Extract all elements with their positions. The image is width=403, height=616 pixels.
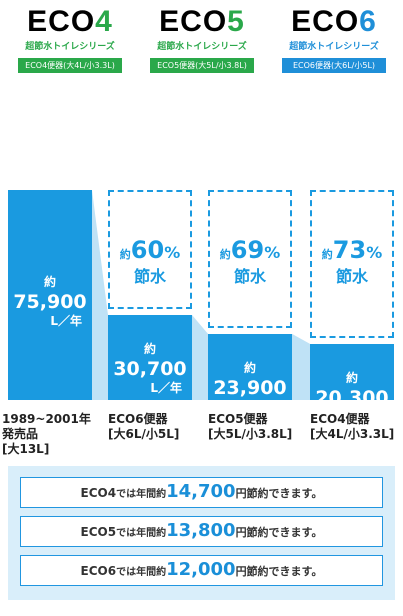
value-prefix: 約: [345, 370, 358, 385]
category-name: ECO6便器: [108, 412, 168, 426]
model: ECO4: [80, 486, 117, 500]
bar-label: 約30,700 L／年: [108, 337, 192, 396]
suffix: 円節約できます。: [235, 526, 323, 539]
bar: [208, 333, 292, 400]
prefix: 約: [156, 567, 167, 578]
logo: ECO4 超節水トイレシリーズ ECO4便器(大4L/小3.3L): [6, 6, 134, 73]
saving-row: ECO5では年間約13,800円節約できます。: [20, 516, 383, 547]
logo-number: 6: [359, 5, 377, 38]
value-prefix: 約: [143, 342, 156, 357]
saving-value: 73: [332, 236, 367, 264]
logo-number: 5: [227, 5, 245, 38]
saving-unit: %: [264, 243, 281, 262]
value-label: 20,300: [315, 386, 389, 409]
saving-text: 節水: [335, 267, 368, 286]
saving-text: 節水: [233, 267, 266, 286]
saving-line: 約69%: [210, 237, 290, 268]
value-line: 約23,900: [208, 356, 292, 398]
middle: では年間: [116, 528, 157, 539]
category-note: [大13L]: [2, 442, 50, 456]
value-label: 75,900: [13, 291, 87, 313]
value-label: 23,900: [213, 376, 287, 399]
value-unit: L／年: [352, 409, 384, 424]
bar: [8, 190, 92, 400]
category: ECO4便器 [大4L/小3.3L]: [310, 412, 403, 442]
category-note: [大5L/小3.8L]: [208, 427, 293, 441]
logo: ECO6 超節水トイレシリーズ ECO6便器(大6L/小5L): [270, 6, 398, 73]
logo-title: ECO6: [270, 6, 398, 38]
logo-badge: ECO4便器(大4L/小3.3L): [18, 58, 122, 73]
prefix: 約: [156, 489, 167, 500]
bar-label: 約20,300 L／年: [310, 366, 394, 425]
saving-prefix: 約: [119, 248, 131, 261]
saving-box: 約73% 節水: [310, 190, 394, 338]
suffix: 円節約できます。: [235, 487, 323, 500]
saving-box: 約69% 節水: [208, 190, 292, 328]
saving-value: 60: [130, 236, 165, 264]
category-note: [大4L/小3.3L]: [310, 427, 395, 441]
saving-row: ECO4では年間約14,700円節約できます。: [20, 477, 383, 508]
bar: [310, 343, 394, 400]
saving-line: 約73%: [312, 237, 392, 268]
category-name: ECO5便器: [208, 412, 268, 426]
connector: [292, 333, 310, 400]
logo-name: ECO: [27, 5, 96, 38]
logo-badge: ECO5便器(大5L/小3.8L): [150, 58, 254, 73]
saving-text: 節水: [133, 267, 166, 286]
logo-badge: ECO6便器(大6L/小5L): [282, 58, 386, 73]
amount: 14,700: [166, 481, 236, 502]
value-unit: L／年: [50, 314, 82, 328]
model: ECO6: [80, 564, 117, 578]
bar-label: 約 75,900 L／年: [8, 270, 92, 329]
value-unit: L／年: [250, 399, 282, 414]
saving-unit: %: [164, 243, 181, 262]
bar: [108, 315, 192, 400]
logo-subtitle: 超節水トイレシリーズ: [25, 42, 115, 52]
category-name: ECO4便器: [310, 412, 370, 426]
value-line: 約20,300: [310, 366, 394, 408]
value-prefix: 約: [43, 275, 56, 289]
logo-name: ECO: [159, 5, 228, 38]
logo: ECO5 超節水トイレシリーズ ECO5便器(大5L/小3.8L): [138, 6, 266, 73]
saving-row: ECO6では年間約12,000円節約できます。: [20, 555, 383, 586]
logo-number: 4: [95, 5, 113, 38]
value-prefix: 約: [243, 360, 256, 375]
category: ECO5便器 [大5L/小3.8L]: [208, 412, 306, 442]
value-label: 30,700: [113, 358, 187, 381]
category: ECO6便器 [大6L/小5L]: [108, 412, 206, 442]
category: 1989~2001年発売品 [大13L]: [2, 412, 100, 457]
model: ECO5: [80, 525, 117, 539]
logo-title: ECO5: [138, 6, 266, 38]
logo-title: ECO4: [6, 6, 134, 38]
value-unit: L／年: [150, 381, 182, 396]
amount: 12,000: [166, 559, 236, 580]
connector: [92, 190, 108, 400]
saving-prefix: 約: [321, 248, 333, 261]
middle: では年間: [116, 567, 157, 578]
connector: [192, 315, 208, 400]
saving-unit: %: [366, 243, 383, 262]
middle: では年間: [116, 489, 157, 500]
saving-prefix: 約: [219, 248, 231, 261]
bar-label: 約23,900 L／年: [208, 356, 292, 415]
value-line: 約30,700: [108, 337, 192, 379]
suffix: 円節約できます。: [235, 565, 323, 578]
category-note: [大6L/小5L]: [108, 427, 180, 441]
logo-subtitle: 超節水トイレシリーズ: [157, 42, 247, 52]
logo-subtitle: 超節水トイレシリーズ: [289, 42, 379, 52]
saving-box: 約60% 節水: [108, 190, 192, 310]
logo-name: ECO: [291, 5, 360, 38]
amount: 13,800: [166, 520, 236, 541]
prefix: 約: [156, 528, 167, 539]
value-line: 約 75,900: [8, 270, 92, 312]
saving-value: 69: [230, 236, 265, 264]
saving-line: 約60%: [110, 237, 190, 268]
category-name: 1989~2001年発売品: [2, 412, 91, 441]
